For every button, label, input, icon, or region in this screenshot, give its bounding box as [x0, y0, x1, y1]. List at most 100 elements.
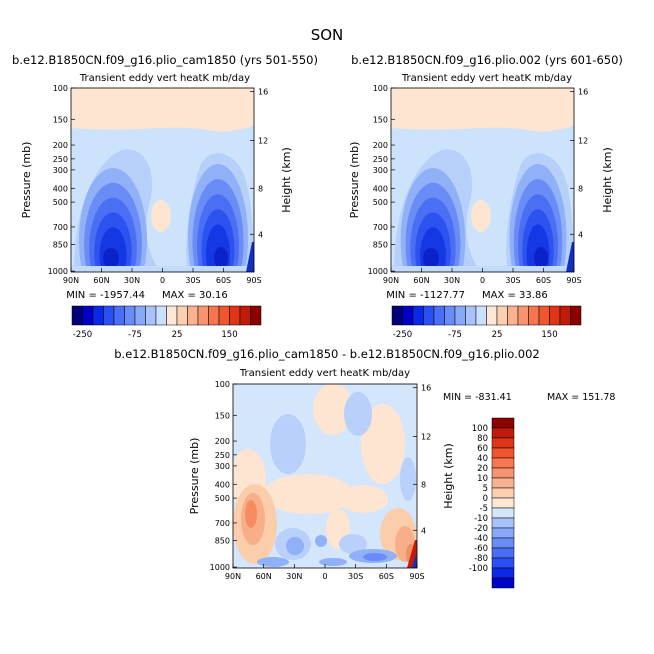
- colorbar-label: 10: [477, 474, 488, 484]
- colorbar-swatch: [549, 305, 561, 326]
- colorbar-label: 0: [483, 494, 488, 504]
- colorbar-label: 5: [483, 484, 488, 494]
- y-tick-label: 150: [215, 411, 230, 420]
- colorbar-swatch: [412, 305, 424, 326]
- colorbar-swatch: [517, 305, 529, 326]
- panel-b-field: [391, 88, 574, 272]
- colorbar-swatch: [391, 305, 403, 326]
- y-tick-label: 200: [53, 141, 68, 150]
- x-tick-label: 30N: [286, 572, 302, 581]
- panel-b-title: b.e12.B1850CN.f09_g16.plio.002 (yrs 601-…: [351, 53, 623, 67]
- panel-b: b.e12.B1850CN.f09_g16.plio.002 (yrs 601-…: [348, 53, 623, 340]
- contour-fill: [245, 500, 257, 528]
- cold-edge: [566, 242, 574, 272]
- panel-b-max: MAX = 33.86: [482, 290, 548, 301]
- warm-region: [391, 88, 574, 132]
- colorbar-label: 150: [221, 330, 237, 340]
- y-tick-label: 500: [215, 494, 230, 503]
- panel-b-min: MIN = -1127.77: [386, 290, 465, 301]
- colorbar-swatch: [423, 305, 435, 326]
- panel-a-max: MAX = 30.16: [162, 290, 228, 301]
- y-right-tick-label: 8: [421, 480, 426, 489]
- colorbar-swatch: [491, 537, 515, 549]
- colorbar-swatch: [71, 305, 83, 326]
- colorbar-swatch: [491, 437, 515, 449]
- colorbar-swatch: [491, 417, 515, 429]
- contour-fill: [344, 392, 372, 436]
- x-tick-label: 30S: [348, 572, 363, 581]
- colorbar-swatch: [208, 305, 220, 326]
- y-tick-label: 700: [215, 519, 230, 528]
- panel-c-title: b.e12.B1850CN.f09_g16.plio_cam1850 - b.e…: [114, 347, 539, 361]
- colorbar-label: -75: [128, 330, 142, 340]
- x-tick-label: 0: [322, 572, 327, 581]
- cold-core: [214, 247, 228, 269]
- colorbar-label: -40: [474, 534, 488, 544]
- x-tick-label: 0: [480, 276, 485, 285]
- colorbar-label: 60: [477, 444, 488, 454]
- y-tick-label: 100: [373, 84, 388, 93]
- y-tick-label: 400: [215, 480, 230, 489]
- y-tick-label: 400: [53, 184, 68, 193]
- colorbar-swatch: [187, 305, 199, 326]
- colorbar-swatch: [570, 305, 582, 326]
- colorbar-swatch: [528, 305, 540, 326]
- y-tick-label: 500: [373, 198, 388, 207]
- colorbar-swatch: [145, 305, 157, 326]
- colorbar-swatch: [491, 507, 515, 519]
- contour-fill: [400, 457, 416, 501]
- y-right-tick-label: 8: [258, 184, 263, 193]
- colorbar-label: 25: [172, 330, 183, 340]
- colorbar-swatch: [491, 477, 515, 489]
- colorbar-swatch: [454, 305, 466, 326]
- colorbar-swatch: [103, 305, 115, 326]
- colorbar-swatch: [491, 567, 515, 579]
- y-tick-label: 100: [215, 380, 230, 389]
- x-tick-label: 90N: [63, 276, 79, 285]
- y-tick-label: 400: [373, 184, 388, 193]
- colorbar-swatch: [491, 487, 515, 499]
- warm-region: [71, 88, 254, 132]
- panel-c-min: MIN = -831.41: [443, 392, 512, 403]
- colorbar-swatch: [239, 305, 251, 326]
- contour-fill: [363, 553, 387, 561]
- colorbar-label: 150: [541, 330, 557, 340]
- colorbar-swatch: [166, 305, 178, 326]
- panel-a-field: [71, 88, 254, 272]
- colorbar-swatch: [113, 305, 125, 326]
- y-tick-label: 700: [53, 223, 68, 232]
- y-tick-label: 150: [53, 115, 68, 124]
- warm-region: [151, 200, 171, 232]
- colorbar-swatch: [491, 557, 515, 569]
- colorbar-swatch: [124, 305, 136, 326]
- panel-c-subtitle: Transient eddy vert heatK mb/day: [239, 368, 410, 379]
- colorbar-label: -75: [448, 330, 462, 340]
- panel-a-colorbar: -250 -75 25 150: [71, 305, 262, 340]
- colorbar-swatch: [491, 467, 515, 479]
- y-tick-label: 300: [53, 166, 68, 175]
- panel-c-max: MAX = 151.78: [547, 392, 615, 403]
- contour-fill: [319, 558, 347, 566]
- colorbar-swatch: [491, 517, 515, 529]
- colorbar-swatch: [475, 305, 487, 326]
- colorbar-swatch: [491, 527, 515, 539]
- colorbar-swatch: [491, 457, 515, 469]
- colorbar-label: -100: [469, 564, 488, 574]
- y-tick-label: 1000: [210, 563, 230, 572]
- y-right-tick-label: 4: [258, 230, 263, 239]
- colorbar-swatch: [491, 497, 515, 509]
- y-tick-label: 150: [373, 115, 388, 124]
- y-tick-label: 850: [53, 240, 68, 249]
- contour-fill: [361, 404, 405, 484]
- y-tick-label: 850: [373, 240, 388, 249]
- y-tick-label: 200: [215, 437, 230, 446]
- colorbar-swatch: [491, 427, 515, 439]
- y-tick-label: 700: [373, 223, 388, 232]
- y-right-tick-label: 12: [578, 136, 588, 145]
- panel-c-ylabel-right: Height (km): [442, 443, 455, 509]
- colorbar-label: 20: [477, 464, 488, 474]
- x-tick-label: 60N: [256, 572, 272, 581]
- y-tick-label: 1000: [48, 267, 68, 276]
- y-right-tick-label: 16: [258, 88, 268, 97]
